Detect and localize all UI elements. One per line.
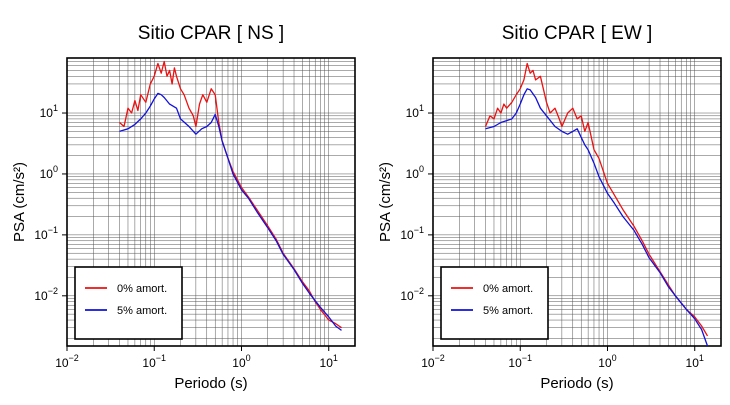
- y-tick-exponent: −1: [414, 225, 424, 235]
- y-tick-label: 101: [40, 103, 58, 120]
- legend-label: 5% amort.: [483, 305, 533, 317]
- x-tick-base: 10: [55, 356, 69, 370]
- plot-frame: [66, 57, 356, 347]
- x-tick-exponent: −1: [522, 353, 532, 363]
- y-tick-label: 100: [406, 164, 424, 181]
- x-tick-base: 10: [232, 356, 246, 370]
- x-tick-label: 10−2: [55, 353, 79, 370]
- x-tick-base: 10: [320, 356, 334, 370]
- x-tick-exponent: −2: [69, 353, 79, 363]
- legend: 0% amort. 5% amort.: [74, 266, 183, 340]
- legend-label: 0% amort.: [117, 283, 167, 295]
- series-line-amort-0: [484, 62, 709, 337]
- y-tick-base: 10: [40, 106, 54, 120]
- legend-label: 0% amort.: [483, 283, 533, 295]
- x-tick-base: 10: [686, 356, 700, 370]
- y-axis-label: PSA (cm/s²): [377, 162, 394, 242]
- y-tick-exponent: 0: [53, 164, 58, 174]
- chart-title: Sitio CPAR [ NS ]: [138, 23, 284, 44]
- series-line-amort-5: [119, 92, 342, 331]
- y-tick-base: 10: [406, 106, 420, 120]
- x-tick-exponent: 1: [333, 353, 338, 363]
- legend-box: [440, 266, 549, 340]
- y-tick-base: 10: [400, 289, 414, 303]
- y-tick-exponent: −1: [48, 225, 58, 235]
- chart-title: Sitio CPAR [ EW ]: [502, 23, 653, 44]
- legend: 0% amort. 5% amort.: [440, 266, 549, 340]
- y-tick-label: 10−2: [400, 286, 424, 303]
- x-tick-label: 10−1: [142, 353, 166, 370]
- y-tick-base: 10: [40, 167, 54, 181]
- legend-box: [74, 266, 183, 340]
- x-axis-label: Periodo (s): [174, 375, 247, 392]
- x-tick-exponent: 0: [612, 353, 617, 363]
- y-tick-exponent: 1: [53, 103, 58, 113]
- x-tick-exponent: 0: [246, 353, 251, 363]
- y-tick-exponent: −2: [414, 286, 424, 296]
- y-tick-base: 10: [406, 167, 420, 181]
- legend-label: 5% amort.: [117, 305, 167, 317]
- x-tick-base: 10: [421, 356, 435, 370]
- y-tick-label: 10−1: [400, 225, 424, 242]
- x-tick-exponent: −2: [435, 353, 445, 363]
- x-tick-exponent: 1: [699, 353, 704, 363]
- y-tick-exponent: −2: [48, 286, 58, 296]
- x-tick-label: 100: [598, 353, 616, 370]
- plot-frame: [432, 57, 722, 347]
- grid-lines: [433, 58, 721, 346]
- x-tick-base: 10: [142, 356, 156, 370]
- y-tick-label: 100: [40, 164, 58, 181]
- x-tick-label: 10−1: [508, 353, 532, 370]
- y-tick-label: 101: [406, 103, 424, 120]
- x-tick-base: 10: [598, 356, 612, 370]
- x-tick-label: 10−2: [421, 353, 445, 370]
- x-tick-label: 101: [320, 353, 338, 370]
- y-tick-exponent: 1: [419, 103, 424, 113]
- series-line-amort-5: [485, 88, 709, 346]
- tick-marks: [428, 112, 696, 351]
- y-tick-base: 10: [34, 289, 48, 303]
- y-tick-exponent: 0: [419, 164, 424, 174]
- tick-marks: [62, 112, 330, 351]
- y-axis-label: PSA (cm/s²): [11, 162, 28, 242]
- y-tick-label: 10−1: [34, 225, 58, 242]
- x-tick-base: 10: [508, 356, 522, 370]
- x-tick-label: 101: [686, 353, 704, 370]
- y-tick-base: 10: [400, 228, 414, 242]
- x-tick-exponent: −1: [156, 353, 166, 363]
- x-tick-label: 100: [232, 353, 250, 370]
- x-axis-label: Periodo (s): [540, 375, 613, 392]
- y-tick-label: 10−2: [34, 286, 58, 303]
- y-tick-base: 10: [34, 228, 48, 242]
